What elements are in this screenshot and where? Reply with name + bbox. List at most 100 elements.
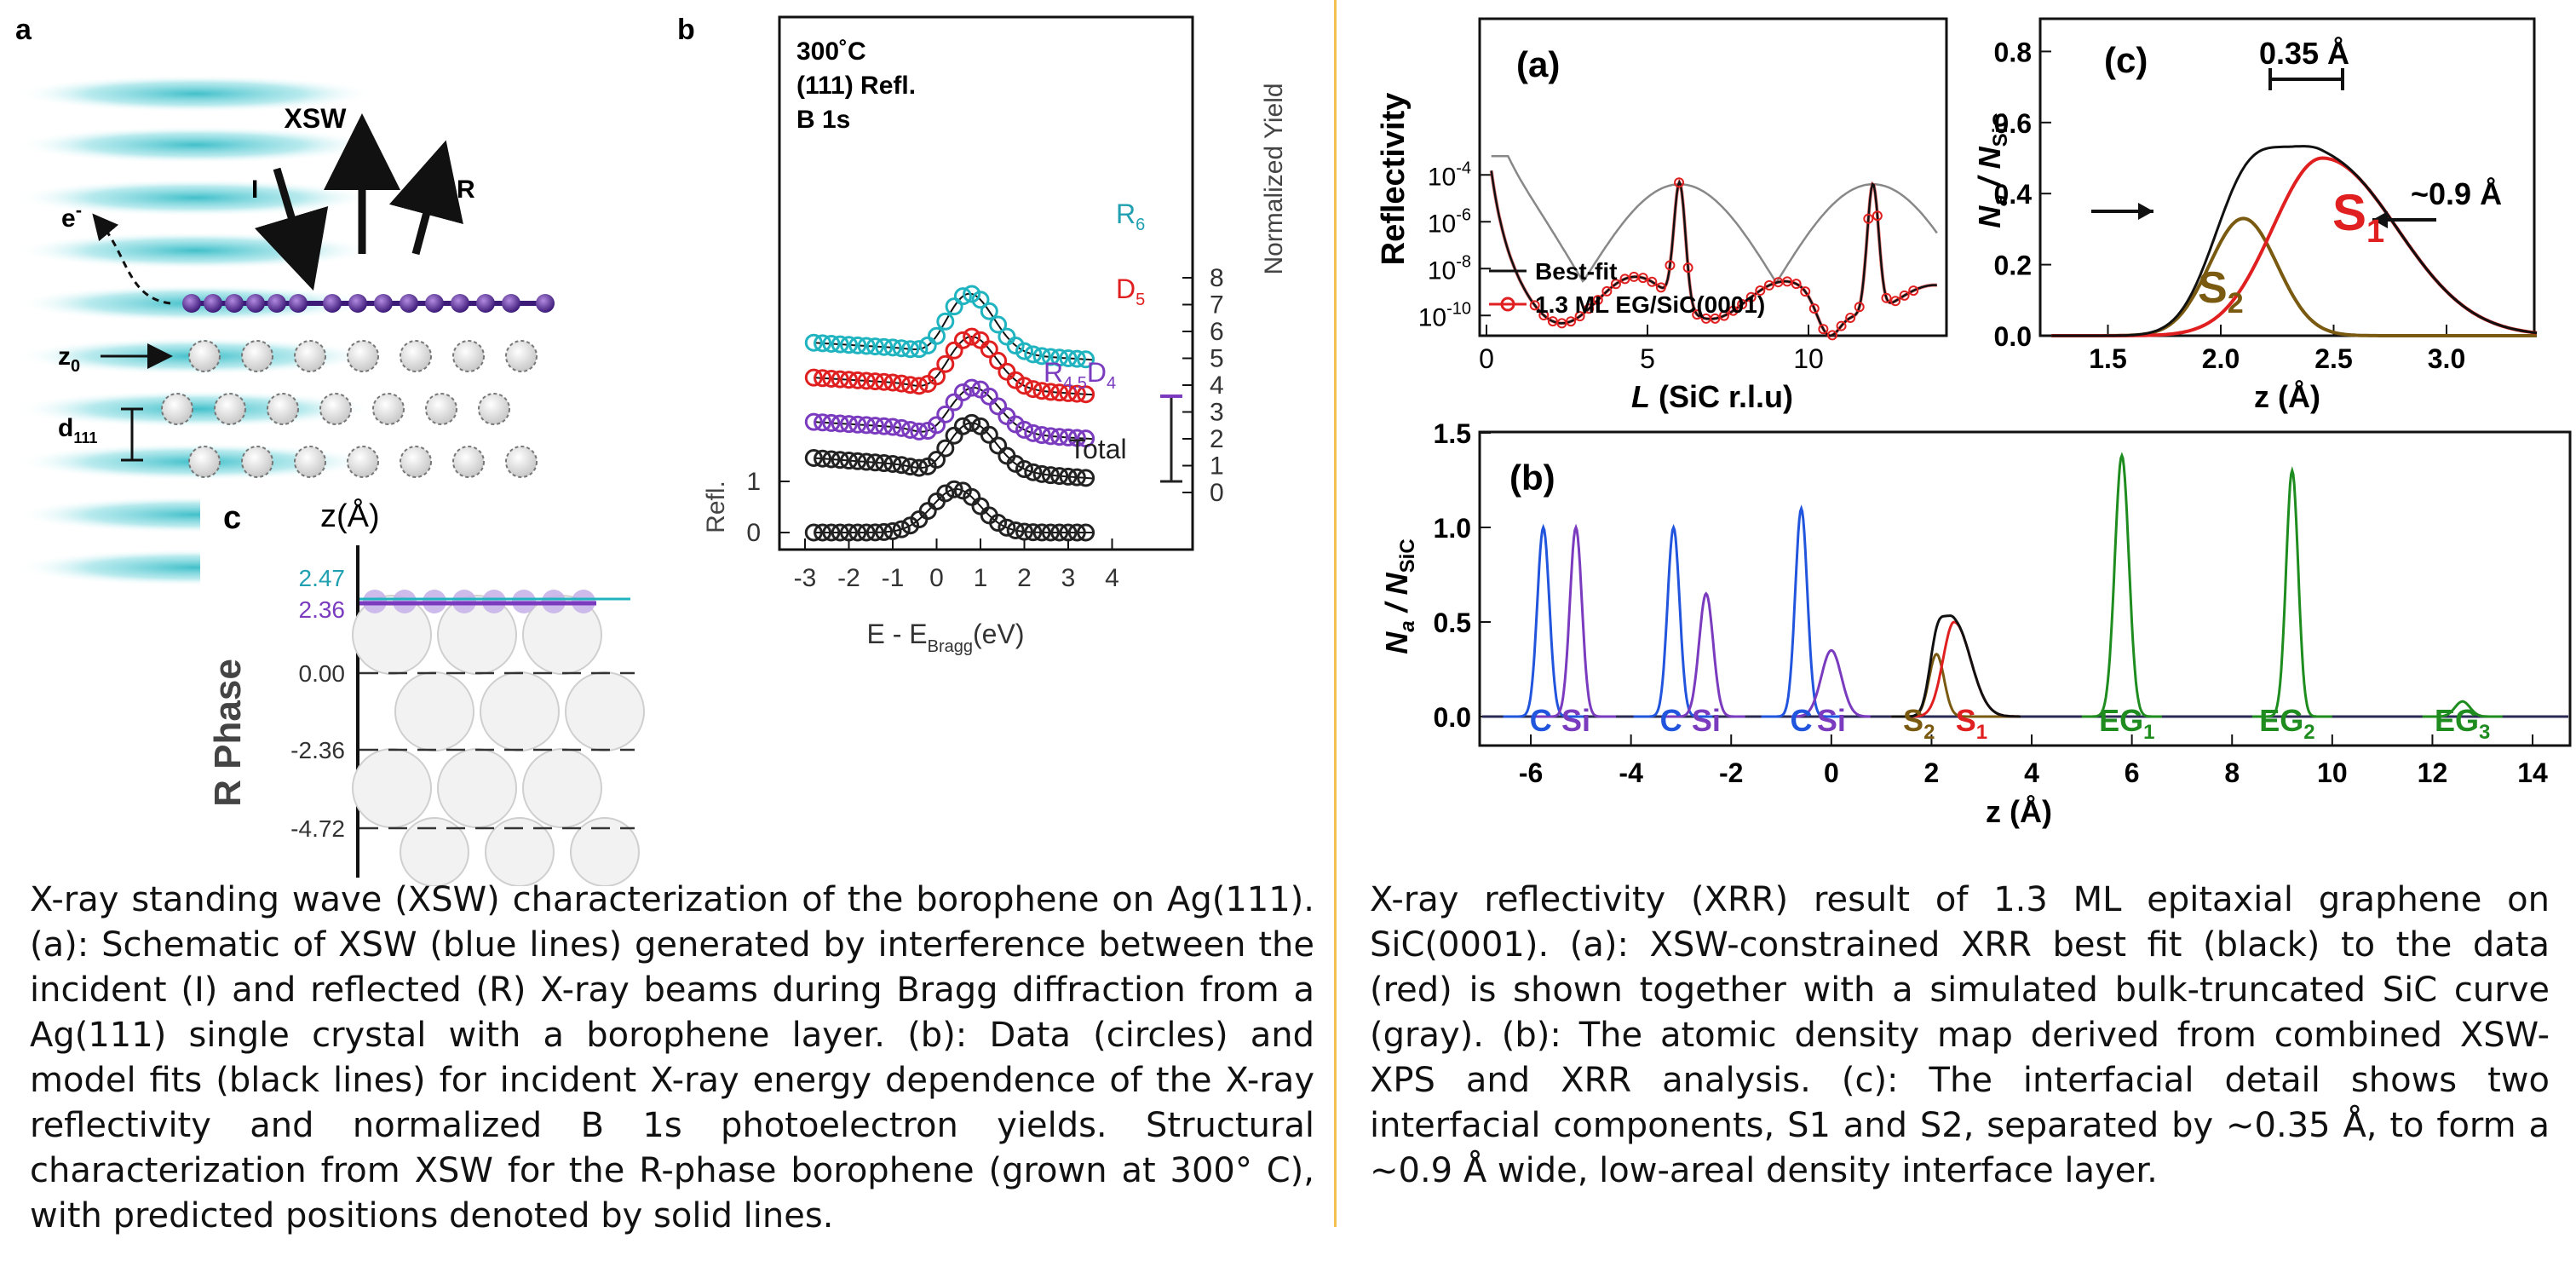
xrr-curves xyxy=(1489,155,1938,341)
d5-series-point xyxy=(910,377,929,395)
d5-series-point xyxy=(1006,371,1025,389)
panel-b-curves xyxy=(804,285,1095,542)
r45-d4-series-point xyxy=(1041,427,1060,446)
total-series-point xyxy=(865,453,884,472)
interface-curves xyxy=(2051,145,2538,337)
ytick-label: 0.5 xyxy=(1434,608,1471,638)
reflected-label: R xyxy=(457,176,475,204)
data-point xyxy=(1665,260,1676,271)
xrr-xticks: 0 5 10 xyxy=(1479,325,1824,374)
total-series-point xyxy=(1006,454,1025,473)
panel-b-header-2: (111) Refl. xyxy=(796,72,916,100)
level-m2-36: -2.36 xyxy=(290,737,345,763)
eg3-peak xyxy=(2422,700,2503,718)
d5-series-point xyxy=(963,327,981,346)
reflectivity-point xyxy=(1077,523,1095,542)
electron-label: e- xyxy=(61,199,82,233)
data-point xyxy=(1728,305,1739,316)
panel-b-left: b 300˚C (111) Refl. B 1s -3 -2 -1 0 1 2 3 4 012… xyxy=(677,14,1288,656)
s2-curve xyxy=(2051,216,2537,337)
d5-series-point xyxy=(814,369,832,388)
ytick-label: 0.2 xyxy=(1994,251,2032,281)
d5-series-point xyxy=(936,354,955,373)
d5-series-point xyxy=(1059,383,1078,402)
r6-series-point xyxy=(910,340,929,359)
data-point xyxy=(1710,313,1721,324)
column-divider xyxy=(1334,0,1337,1227)
panel-b-ylabel-left: Refl. xyxy=(702,481,730,533)
xrr-ylabel: Reflectivity xyxy=(1376,93,1412,266)
d5-series-point xyxy=(883,373,902,392)
data-point xyxy=(1601,285,1613,297)
ytick-label: 5 xyxy=(1210,345,1224,373)
data-point xyxy=(1782,276,1793,287)
r6-series-point xyxy=(814,334,832,353)
electron-path-arrow xyxy=(92,213,171,305)
xtick-label: -6 xyxy=(1519,757,1543,788)
d5-series-point xyxy=(901,376,920,394)
z0-label: z0 xyxy=(58,343,80,376)
panel-c-ylabel: R Phase xyxy=(207,659,249,807)
r45-d4-series-point xyxy=(953,383,972,401)
species-si-label: Si xyxy=(1561,703,1590,738)
total-series-point xyxy=(892,456,911,475)
r6-series-point xyxy=(804,333,823,352)
d5-series-point xyxy=(953,331,972,349)
reflectivity-point xyxy=(831,523,849,542)
total-series-point xyxy=(953,417,972,435)
panel-c-zlabel: z(Å) xyxy=(320,497,380,534)
ytick-label: 6 xyxy=(1210,318,1224,346)
panel-c-left: c z(Å) R Phase 2.47 2.36 0.00 -2.36 -4.7… xyxy=(200,490,645,886)
r6-series-point xyxy=(971,291,990,309)
xtick-label: 0 xyxy=(1824,757,1839,788)
panel-a-letter: a xyxy=(15,14,32,46)
total-series-point xyxy=(1050,467,1069,486)
species-c-label: C xyxy=(1791,703,1813,738)
data-point xyxy=(1745,291,1757,302)
data-point xyxy=(1592,295,1603,306)
label-total: Total xyxy=(1069,434,1127,464)
s1-label: S1 xyxy=(2332,184,2384,250)
label-d5: D5 xyxy=(1116,274,1145,309)
reflectivity-point xyxy=(918,502,937,521)
data-point xyxy=(1818,324,1829,335)
ytick-label: 10-8 xyxy=(1428,252,1471,285)
r45-d4-series-point xyxy=(1059,428,1078,446)
reflectivity-point xyxy=(1024,523,1043,542)
xtick-label: -1 xyxy=(882,564,905,592)
c-peak xyxy=(1761,504,1841,718)
panel-b-header-1: 300˚C xyxy=(796,37,866,66)
left-tick-label: 1 xyxy=(746,468,761,496)
r45-d4-series-point xyxy=(963,378,981,397)
data-point xyxy=(1584,303,1595,314)
d5-series-point xyxy=(1024,380,1043,399)
data-point xyxy=(1682,262,1693,274)
density-ylabel: Na / NSiC xyxy=(1379,538,1419,654)
r6-series-point xyxy=(822,334,841,353)
r6-series-point xyxy=(883,338,902,357)
reflectivity-point xyxy=(892,520,911,538)
r6-series-point xyxy=(1032,347,1051,366)
r45-d4-series-point xyxy=(865,417,884,435)
r6-series-point xyxy=(840,336,858,354)
xtick-label: 4 xyxy=(1105,564,1119,592)
legend-bestfit: Best-fit xyxy=(1535,258,1617,285)
data-point xyxy=(1872,210,1883,222)
ytick-label: 0.6 xyxy=(1994,108,2032,139)
panel-c-atoms xyxy=(352,595,645,886)
total-series-point xyxy=(822,450,841,469)
r6-series-point xyxy=(1015,342,1033,360)
ytick-label: 0.0 xyxy=(1434,702,1471,733)
data-point xyxy=(1647,276,1658,287)
data-point xyxy=(1808,303,1820,314)
reflected-beam-arrow xyxy=(388,140,463,256)
r6-series-point xyxy=(875,337,894,356)
xtick-label: 12 xyxy=(2418,757,2448,788)
si-peak xyxy=(1791,648,1871,718)
total-series-point xyxy=(989,436,1008,455)
r6-series-point xyxy=(945,297,963,316)
left-caption: X-ray standing wave (XSW) characterizati… xyxy=(30,880,1314,1235)
xtick-label: 0 xyxy=(1479,343,1494,374)
data-point xyxy=(1556,318,1567,329)
